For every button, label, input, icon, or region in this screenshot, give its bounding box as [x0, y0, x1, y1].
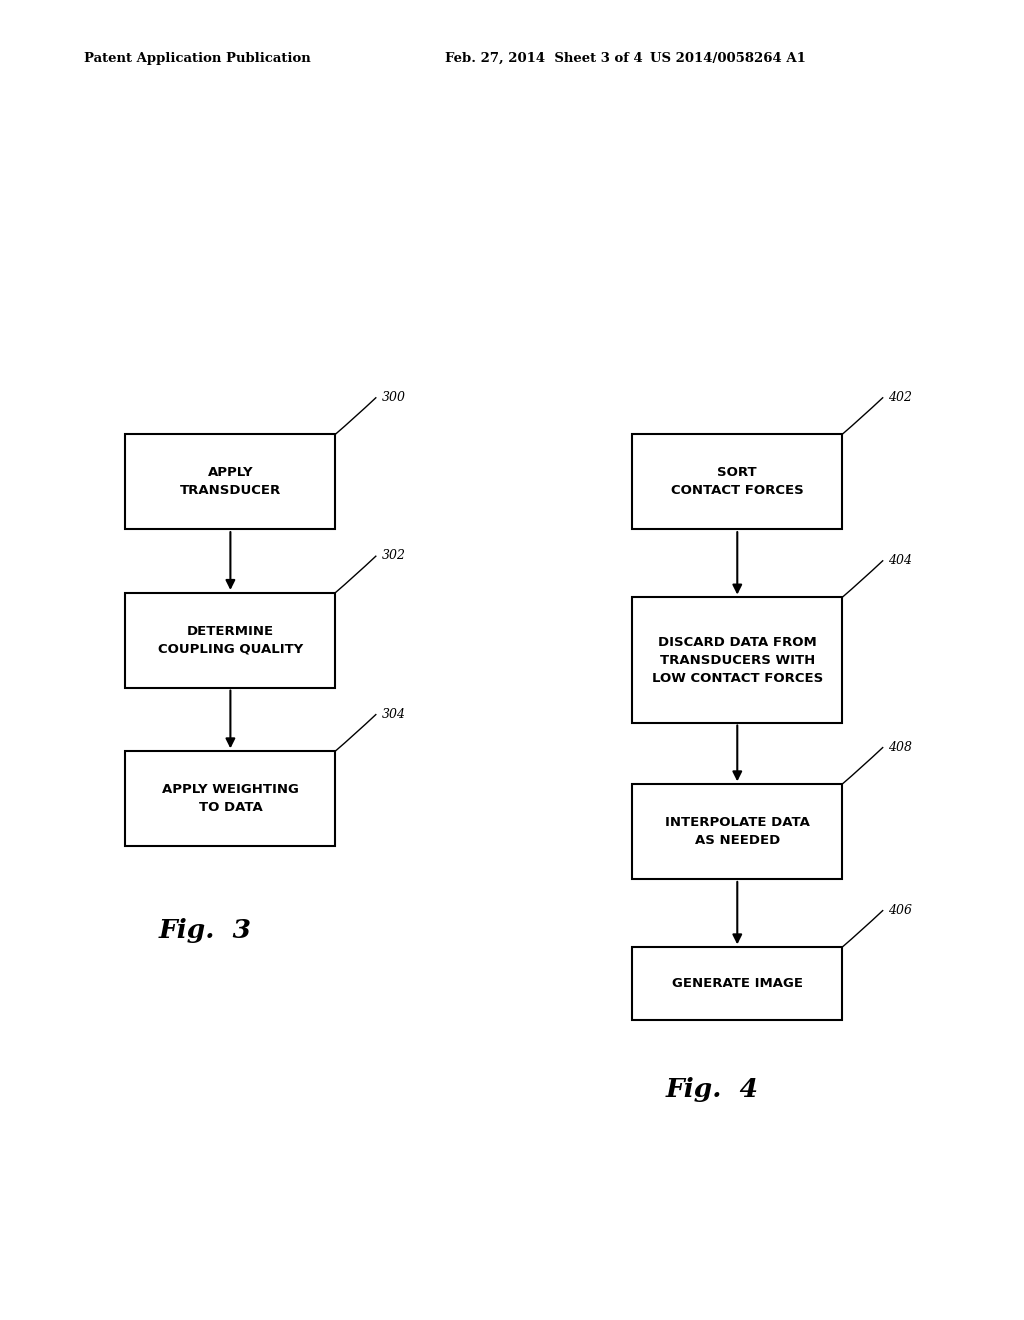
FancyBboxPatch shape	[632, 434, 842, 529]
Text: 408: 408	[889, 741, 912, 754]
Text: SORT
CONTACT FORCES: SORT CONTACT FORCES	[671, 466, 804, 498]
Text: INTERPOLATE DATA
AS NEEDED: INTERPOLATE DATA AS NEEDED	[665, 816, 810, 847]
FancyBboxPatch shape	[126, 751, 336, 846]
Text: Feb. 27, 2014  Sheet 3 of 4: Feb. 27, 2014 Sheet 3 of 4	[445, 51, 643, 65]
Text: GENERATE IMAGE: GENERATE IMAGE	[672, 977, 803, 990]
Text: Patent Application Publication: Patent Application Publication	[84, 51, 310, 65]
FancyBboxPatch shape	[632, 597, 842, 722]
Text: DETERMINE
COUPLING QUALITY: DETERMINE COUPLING QUALITY	[158, 624, 303, 656]
Text: APPLY
TRANSDUCER: APPLY TRANSDUCER	[180, 466, 281, 498]
Text: 402: 402	[889, 391, 912, 404]
FancyBboxPatch shape	[126, 434, 336, 529]
Text: 300: 300	[381, 391, 406, 404]
Text: 302: 302	[381, 549, 406, 562]
Text: APPLY WEIGHTING
TO DATA: APPLY WEIGHTING TO DATA	[162, 783, 299, 814]
Text: Fig.  3: Fig. 3	[159, 919, 251, 942]
FancyBboxPatch shape	[126, 593, 336, 688]
FancyBboxPatch shape	[632, 784, 842, 879]
Text: Fig.  4: Fig. 4	[666, 1077, 758, 1101]
Text: 404: 404	[889, 554, 912, 566]
Text: 304: 304	[381, 708, 406, 721]
FancyBboxPatch shape	[632, 948, 842, 1019]
Text: 406: 406	[889, 904, 912, 916]
Text: US 2014/0058264 A1: US 2014/0058264 A1	[650, 51, 806, 65]
Text: DISCARD DATA FROM
TRANSDUCERS WITH
LOW CONTACT FORCES: DISCARD DATA FROM TRANSDUCERS WITH LOW C…	[651, 635, 823, 685]
